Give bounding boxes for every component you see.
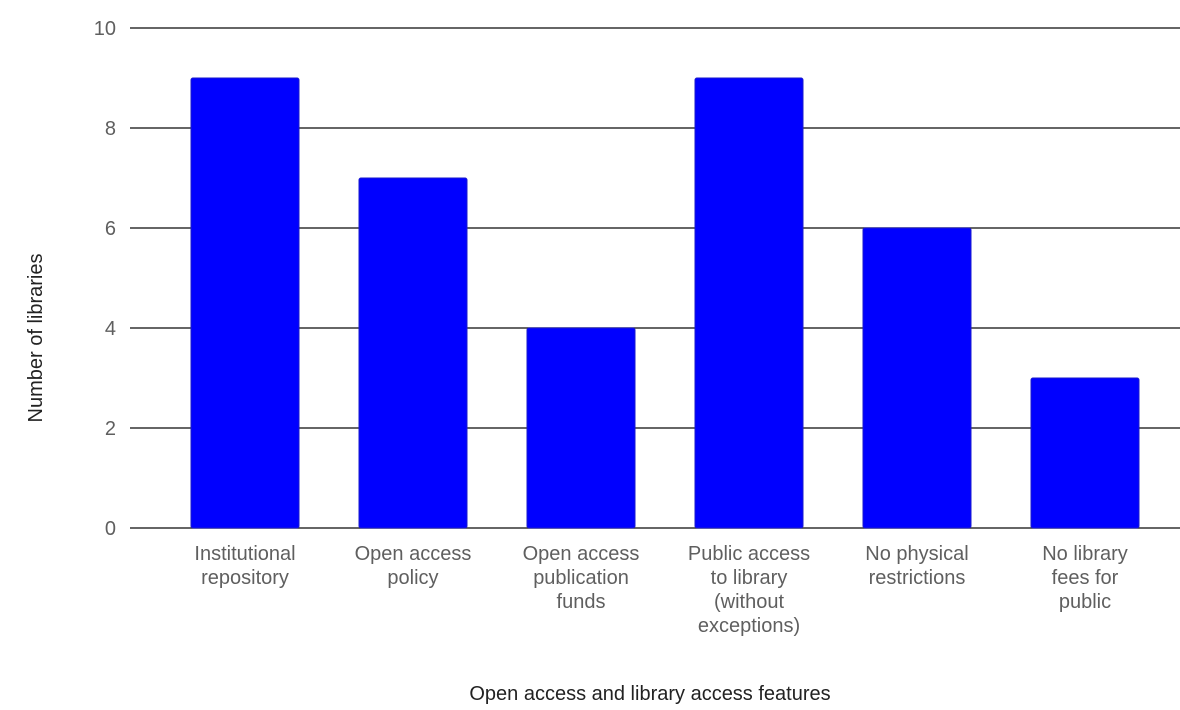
bar xyxy=(1030,377,1140,529)
x-tick-label: Open access policy xyxy=(355,543,472,589)
y-axis-ticks: 0 2 4 6 8 10 xyxy=(94,18,116,540)
x-axis-ticks: Institutional repository Open access policy… xyxy=(194,543,1127,637)
bar xyxy=(358,177,468,529)
x-tick-label: No library fees for public xyxy=(1042,543,1128,613)
x-tick-label: Open access publication funds xyxy=(523,543,640,613)
y-tick-label: 0 xyxy=(105,518,116,540)
y-tick-label: 10 xyxy=(94,18,116,40)
x-axis-title: Open access and library access features xyxy=(469,683,830,705)
bar xyxy=(190,77,300,529)
bars xyxy=(190,77,1140,529)
bar xyxy=(526,327,636,529)
y-tick-label: 8 xyxy=(105,118,116,140)
bar xyxy=(694,77,804,529)
y-tick-label: 2 xyxy=(105,418,116,440)
x-tick-label: Public access to library (without exception… xyxy=(688,543,810,637)
bar xyxy=(862,227,972,529)
y-axis-title: Number of libraries xyxy=(25,254,47,423)
y-tick-label: 4 xyxy=(105,318,116,340)
gridlines xyxy=(130,27,1180,529)
x-tick-label: Institutional repository xyxy=(194,543,295,589)
y-tick-label: 6 xyxy=(105,218,116,240)
x-tick-label: No physical restrictions xyxy=(865,543,968,589)
